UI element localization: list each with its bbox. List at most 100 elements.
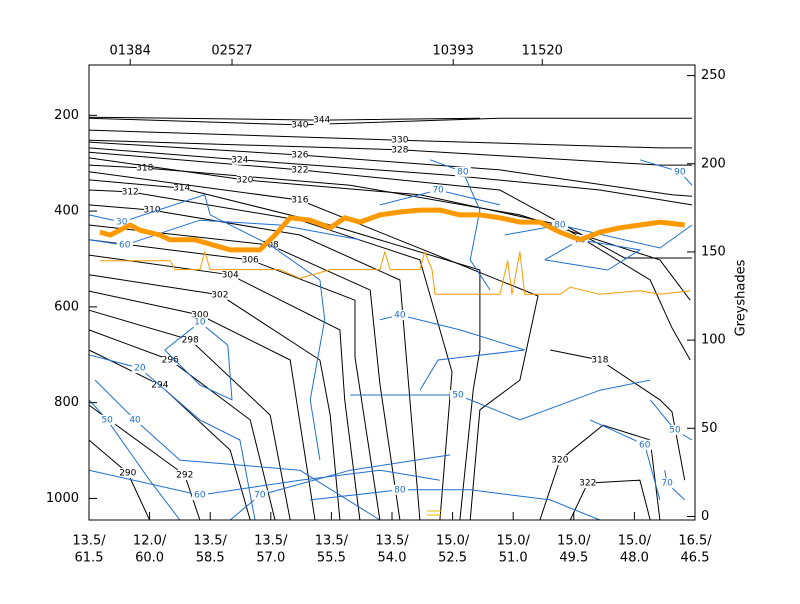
contour-label: 310: [143, 206, 160, 216]
contour-line: [88, 204, 421, 521]
y2-tick-label: 150: [701, 244, 726, 259]
contour-label: 60: [119, 241, 131, 251]
y-tick-label: 1000: [46, 491, 79, 506]
contour-label-bg: [667, 424, 684, 435]
contour-line: [88, 129, 692, 149]
contour-label: 60: [194, 491, 206, 501]
contour-label: 318: [136, 163, 153, 173]
x-tick-label: 46.5: [681, 551, 710, 566]
contour-label-bg: [551, 219, 568, 230]
contour-line: [350, 379, 651, 421]
contour-line: [88, 254, 361, 521]
contour-line: [569, 479, 651, 521]
contour-label-bg: [122, 186, 139, 197]
contour-label: 292: [176, 470, 193, 480]
contour-label-bg: [191, 317, 208, 328]
contour-label-bg: [162, 355, 179, 366]
y2-tick-label: 50: [701, 421, 718, 436]
contour-line: [88, 290, 316, 521]
x-tick-label: 58.5: [196, 551, 225, 566]
contour-label: 302: [211, 290, 228, 300]
x-tick-label: 15.0/: [618, 534, 652, 549]
contour-label: 330: [391, 136, 408, 146]
contour-label-bg: [551, 455, 568, 466]
contour-label-bg: [131, 363, 148, 374]
contour-label: 50: [669, 425, 681, 435]
contour-label: 314: [173, 184, 190, 194]
y2-tick-label: 0: [701, 509, 709, 524]
contour-label-bg: [116, 240, 133, 251]
contour-label: 300: [191, 311, 208, 321]
x-tick-label: 12.0/: [133, 534, 167, 549]
contour-label-bg: [579, 478, 596, 489]
contour-line: [88, 117, 692, 126]
contour-line: [88, 139, 692, 166]
x-tick-label: 13.5/: [72, 534, 106, 549]
contour-label-bg: [182, 334, 199, 345]
contour-label: 290: [119, 469, 136, 479]
contour-label-bg: [291, 150, 308, 161]
contour-line: [430, 159, 491, 291]
contour-label-bg: [144, 205, 161, 216]
station-label: 02527: [211, 44, 252, 59]
contour-line: [310, 489, 601, 521]
tropopause-line: [99, 207, 685, 253]
contour-line: [88, 399, 181, 521]
contour-label: 50: [452, 390, 464, 400]
contour-label-bg: [391, 310, 408, 321]
contour-label-bg: [99, 414, 116, 425]
y2-tick-label: 200: [701, 156, 726, 171]
contour-line: [229, 454, 451, 521]
contour-label-bg: [454, 166, 471, 177]
contour-label: 20: [134, 364, 146, 374]
x-tick-label: 52.5: [438, 551, 467, 566]
x-tick-label: 13.5/: [315, 534, 349, 549]
contour-line: [88, 164, 691, 301]
contour-label: 340: [291, 120, 308, 130]
contour-line: [88, 469, 440, 496]
y-tick-label: 400: [54, 204, 79, 219]
contour-line: [88, 349, 251, 521]
x-tick-label: 15.0/: [436, 534, 470, 549]
y2-axis-label: Greyshades: [734, 259, 749, 336]
contour-label-bg: [636, 439, 653, 450]
x-tick-label: 54.0: [378, 551, 407, 566]
contour-label-bg: [291, 119, 308, 130]
contour-label: 328: [391, 145, 408, 155]
contour-label-bg: [671, 166, 688, 177]
contour-label-bg: [391, 484, 408, 495]
y2-tick-label: 250: [701, 68, 726, 83]
station-label: 10393: [433, 44, 474, 59]
contour-line: [544, 239, 642, 271]
contour-line: [88, 354, 256, 521]
contour-label-bg: [211, 289, 228, 300]
y-tick-label: 600: [54, 299, 79, 314]
contour-label-bg: [222, 269, 239, 280]
contour-label: 320: [236, 175, 253, 185]
contour-line: [88, 171, 539, 521]
contour-label-bg: [313, 115, 330, 126]
contour-label: 10: [194, 318, 206, 328]
contour-label: 312: [122, 187, 139, 197]
contour-label-bg: [391, 135, 408, 146]
x-tick-label: 15.0/: [557, 534, 591, 549]
contour-label-bg: [659, 478, 676, 489]
contour-label-bg: [450, 389, 467, 400]
contour-label: 70: [432, 186, 444, 196]
contour-label: 320: [551, 456, 568, 466]
contour-label-bg: [291, 164, 308, 175]
x-tick-label: 61.5: [75, 551, 104, 566]
x-tick-label: 16.5/: [678, 534, 712, 549]
contour-label-bg: [430, 185, 447, 196]
contour-label: 30: [116, 218, 128, 228]
contour-line: [94, 379, 381, 521]
contour-label-bg: [391, 144, 408, 155]
contour-line: [88, 239, 381, 521]
contour-label: 306: [242, 255, 259, 265]
contour-label: 296: [162, 356, 179, 366]
contour-label: 344: [313, 116, 330, 126]
contour-label-bg: [291, 195, 308, 206]
y-tick-label: 800: [54, 395, 79, 410]
